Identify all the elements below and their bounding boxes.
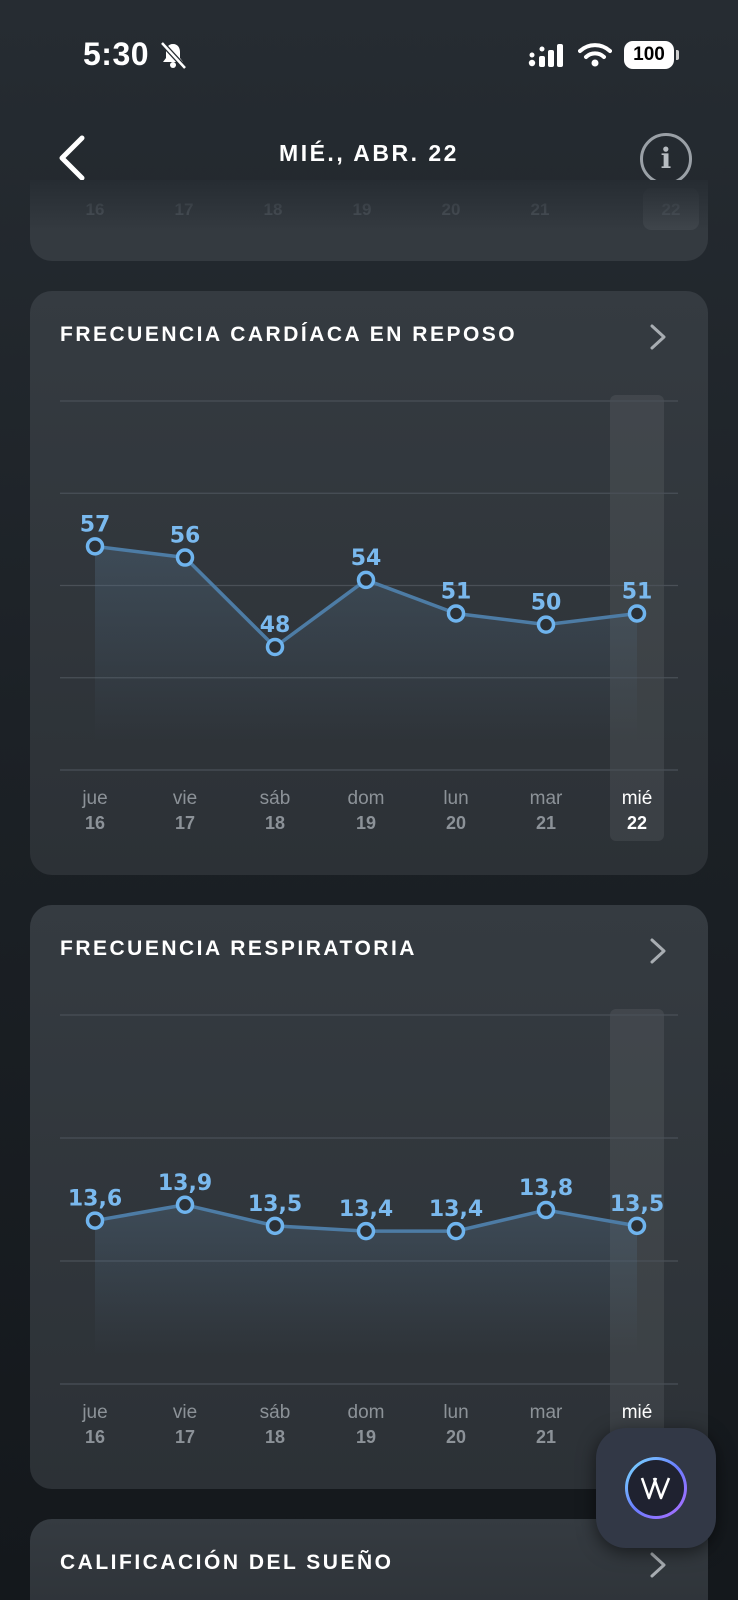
x-tick-day: 20 (446, 813, 466, 833)
x-tick-weekday: jue (81, 788, 107, 809)
data-point (446, 604, 466, 623)
data-point (85, 537, 105, 556)
scroll-fade (30, 180, 708, 230)
signal-icon (528, 44, 563, 67)
data-label: 48 (260, 613, 291, 638)
x-tick-weekday: sáb (260, 788, 291, 809)
x-tick-weekday: dom (348, 1402, 385, 1423)
x-tick-day: 17 (175, 1427, 195, 1447)
x-tick-weekday: vie (173, 1402, 197, 1423)
data-label: 57 (80, 512, 111, 537)
x-tick-weekday: jue (81, 1402, 107, 1423)
data-label: 50 (531, 591, 562, 616)
data-label: 13,5 (610, 1192, 664, 1217)
data-point (627, 604, 647, 623)
chevron-right-icon[interactable] (646, 1549, 670, 1581)
x-tick-weekday: mié (622, 788, 653, 809)
data-point (536, 615, 556, 634)
data-label: 13,4 (339, 1197, 393, 1222)
x-tick-weekday: lun (443, 1402, 468, 1423)
bell-muted-icon (160, 41, 187, 70)
respiratory-rate-chart: 13,6 13,9 13,5 13,4 13,4 13,8 13,5 jue 16 vie 17 sá… (60, 1009, 678, 1455)
chevron-right-icon[interactable] (646, 935, 670, 967)
x-tick-weekday: sáb (260, 1402, 291, 1423)
info-button[interactable]: i (640, 133, 692, 185)
status-bar: 5:30 100 (0, 0, 738, 108)
page-title: MIÉ., ABR. 22 (279, 140, 459, 166)
data-point (175, 548, 195, 567)
sleep-score-card[interactable]: CALIFICACIÓN DEL SUEÑO (30, 1519, 708, 1600)
data-label: 13,8 (519, 1176, 573, 1201)
data-label: 13,5 (248, 1192, 302, 1217)
assistant-button[interactable] (596, 1428, 716, 1548)
assistant-ring (625, 1457, 687, 1519)
resting-heart-rate-card[interactable]: FRECUENCIA CARDÍACA EN REPOSO 57 56 48 54 51… (30, 291, 708, 875)
x-tick-day: 19 (356, 813, 376, 833)
data-label: 51 (441, 579, 472, 604)
data-point (536, 1200, 556, 1220)
area-fill (95, 1204, 637, 1354)
data-label: 54 (351, 546, 382, 571)
data-point (175, 1195, 195, 1215)
wifi-icon (578, 43, 612, 67)
area-fill (95, 546, 637, 740)
resting-heart-rate-chart: 57 56 48 54 51 50 51 jue 16 vie 17 sáb 18 dom 19 lun 20 m… (60, 395, 678, 841)
x-tick-weekday: mar (530, 788, 563, 809)
data-label: 56 (170, 524, 201, 549)
x-tick-day: 21 (536, 1427, 556, 1447)
respiratory-rate-card[interactable]: FRECUENCIA RESPIRATORIA 13,6 13,9 13,5 13,4… (30, 905, 708, 1489)
x-tick-day: 21 (536, 813, 556, 833)
data-point (85, 1211, 105, 1230)
x-tick-day: 16 (85, 1427, 105, 1447)
data-point (356, 1221, 376, 1241)
status-time: 5:30 (83, 36, 150, 72)
x-tick-weekday: mié (622, 1402, 653, 1423)
x-tick-weekday: dom (348, 788, 385, 809)
day-selector-card: 16 17 18 19 20 21 22 (30, 180, 708, 261)
x-tick-weekday: mar (530, 1402, 563, 1423)
x-tick-day: 18 (265, 813, 285, 833)
x-tick-day: 22 (627, 813, 647, 833)
card-title: FRECUENCIA CARDÍACA EN REPOSO (60, 323, 518, 346)
data-point (265, 1216, 285, 1236)
card-title: CALIFICACIÓN DEL SUEÑO (60, 1551, 394, 1574)
battery-tip (676, 50, 679, 60)
battery-indicator: 100 (624, 41, 674, 69)
x-tick-weekday: vie (173, 788, 197, 809)
card-title: FRECUENCIA RESPIRATORIA (60, 937, 417, 960)
assistant-logo-icon (628, 1460, 684, 1516)
data-label: 13,6 (68, 1187, 122, 1212)
x-tick-weekday: lun (443, 788, 468, 809)
data-point (356, 570, 376, 590)
data-label: 13,4 (429, 1197, 483, 1222)
data-point (446, 1221, 466, 1241)
x-tick-day: 19 (356, 1427, 376, 1447)
x-tick-day: 16 (85, 813, 105, 833)
data-label: 13,9 (158, 1171, 212, 1196)
x-tick-day: 20 (446, 1427, 466, 1447)
data-point (265, 637, 285, 657)
x-tick-day: 18 (265, 1427, 285, 1447)
data-label: 51 (622, 579, 653, 604)
back-button[interactable] (50, 130, 100, 186)
chevron-right-icon[interactable] (646, 321, 670, 353)
x-tick-day: 17 (175, 813, 195, 833)
data-point (627, 1216, 647, 1236)
